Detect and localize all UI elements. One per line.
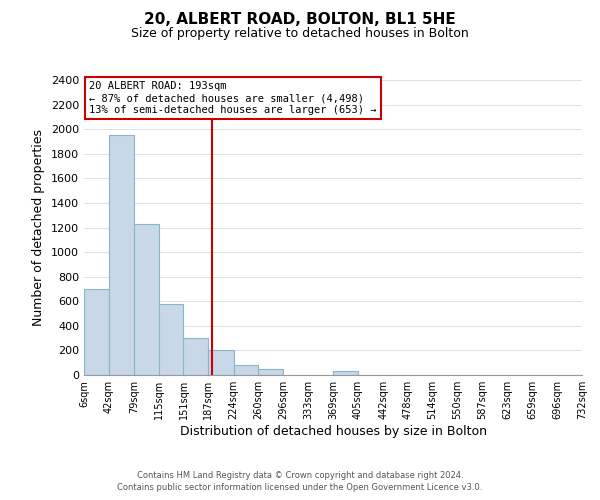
Bar xyxy=(333,370,358,375)
Bar xyxy=(159,304,184,375)
Text: 20, ALBERT ROAD, BOLTON, BL1 5HE: 20, ALBERT ROAD, BOLTON, BL1 5HE xyxy=(144,12,456,28)
Text: Contains HM Land Registry data © Crown copyright and database right 2024.: Contains HM Land Registry data © Crown c… xyxy=(137,471,463,480)
Y-axis label: Number of detached properties: Number of detached properties xyxy=(32,129,46,326)
Bar xyxy=(134,224,159,375)
Text: Size of property relative to detached houses in Bolton: Size of property relative to detached ho… xyxy=(131,28,469,40)
Bar xyxy=(184,338,208,375)
Bar xyxy=(233,365,258,375)
Bar xyxy=(258,370,283,375)
Text: Contains public sector information licensed under the Open Government Licence v3: Contains public sector information licen… xyxy=(118,484,482,492)
Text: 20 ALBERT ROAD: 193sqm
← 87% of detached houses are smaller (4,498)
13% of semi-: 20 ALBERT ROAD: 193sqm ← 87% of detached… xyxy=(89,82,376,114)
X-axis label: Distribution of detached houses by size in Bolton: Distribution of detached houses by size … xyxy=(179,425,487,438)
Bar xyxy=(84,289,109,375)
Bar xyxy=(109,136,134,375)
Bar xyxy=(208,350,233,375)
